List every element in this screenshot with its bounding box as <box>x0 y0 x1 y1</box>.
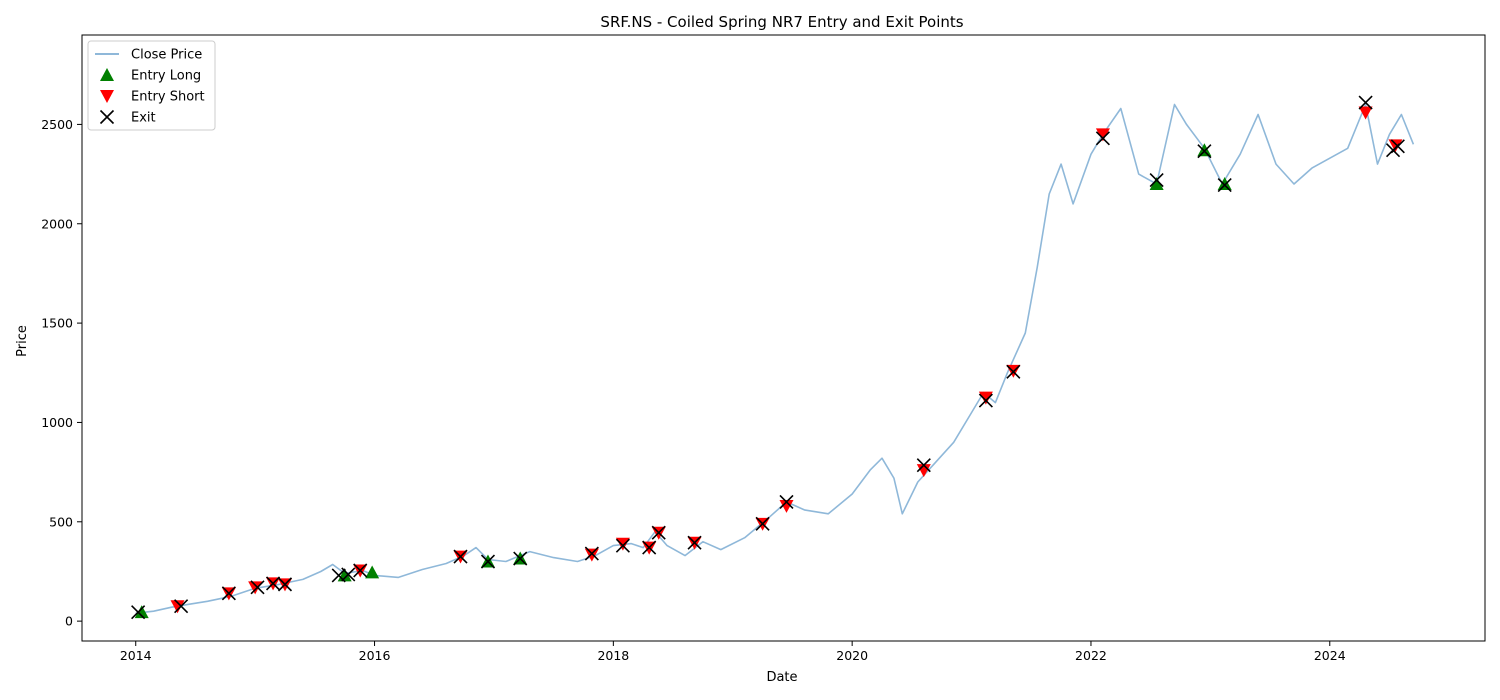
exit-marker <box>453 549 468 564</box>
entry-short-marker <box>1095 128 1110 142</box>
entry-short-marker <box>615 537 630 551</box>
y-tick-label: 1000 <box>41 415 73 430</box>
exit-marker <box>779 494 794 509</box>
legend-label: Entry Short <box>131 90 205 105</box>
exit-marker <box>174 599 189 614</box>
chart-title: SRF.NS - Coiled Spring NR7 Entry and Exi… <box>600 13 963 31</box>
exit-marker <box>341 567 356 582</box>
plot-frame <box>81 34 1486 642</box>
exit-marker <box>978 393 993 408</box>
legend-box <box>87 40 216 131</box>
exit-marker <box>651 525 666 540</box>
exit-marker <box>615 538 630 553</box>
exit-marker <box>687 535 702 550</box>
entry-short-marker <box>584 548 599 562</box>
plot-area <box>81 34 1486 642</box>
entry-short-marker <box>779 499 794 513</box>
y-tick-label: 2500 <box>41 117 73 132</box>
exit-marker <box>1095 131 1110 146</box>
entry-long-marker <box>1197 143 1212 157</box>
exit-marker <box>1217 177 1232 193</box>
y-axis: 0 500 1000 1500 2000 2500 <box>41 117 82 629</box>
x-tick-label: 2022 <box>1075 648 1107 663</box>
exit-marker <box>480 554 496 569</box>
x-axis-label: Date <box>766 670 797 685</box>
x-tick-label: 2016 <box>359 648 391 663</box>
entry-short-marker <box>916 464 931 478</box>
entry-short-marker <box>1358 106 1373 120</box>
exit-marker <box>221 586 236 601</box>
exit-marker <box>1149 172 1164 188</box>
legend-swatch-entry-short <box>100 90 114 103</box>
x-axis: 2014 2016 2018 2020 2022 2024 <box>120 641 1346 663</box>
x-tick-label: 2014 <box>120 648 152 663</box>
y-tick-label: 0 <box>65 614 73 629</box>
entry-long-marker <box>1149 177 1164 190</box>
legend-swatch-entry-long <box>100 68 114 81</box>
exit-marker <box>584 546 599 561</box>
exit-marker <box>642 540 657 555</box>
x-tick-label: 2020 <box>836 648 868 663</box>
x-tick-label: 2018 <box>597 648 629 663</box>
exit-marker <box>1197 144 1212 159</box>
exit-marker <box>1358 95 1373 110</box>
legend-label: Entry Long <box>131 69 201 84</box>
entry-long-marker <box>134 605 149 619</box>
y-tick-label: 1500 <box>41 316 73 331</box>
legend-label: Close Price <box>131 48 202 63</box>
entry-short-marker <box>1388 139 1403 153</box>
close-price-line <box>135 103 1415 614</box>
exit-marker <box>513 551 528 566</box>
entry-short-marker <box>170 600 185 614</box>
legend-swatch-exit <box>99 109 115 125</box>
x-tick-label: 2024 <box>1314 648 1346 663</box>
exit-marker <box>131 605 146 620</box>
y-tick-label: 2000 <box>41 216 73 231</box>
exit-marker <box>1390 139 1405 154</box>
legend-label: Exit <box>131 111 156 126</box>
entry-long-marker <box>1217 177 1232 190</box>
entry-short-marker <box>978 391 993 405</box>
exit-marker <box>277 577 293 592</box>
plot-series <box>131 95 1415 620</box>
exit-marker <box>916 458 931 473</box>
entry-short-marker <box>248 581 263 595</box>
y-axis-label: Price <box>15 325 30 357</box>
exit-marker <box>265 576 281 591</box>
exit-marker <box>755 516 770 531</box>
entry-long-marker <box>365 565 380 579</box>
exit-marker <box>1006 364 1021 379</box>
exit-marker <box>250 580 265 595</box>
y-tick-label: 500 <box>49 514 73 529</box>
exit-marker <box>353 563 368 578</box>
legend: Close Price Entry Long Entry Short Exit <box>87 40 216 131</box>
